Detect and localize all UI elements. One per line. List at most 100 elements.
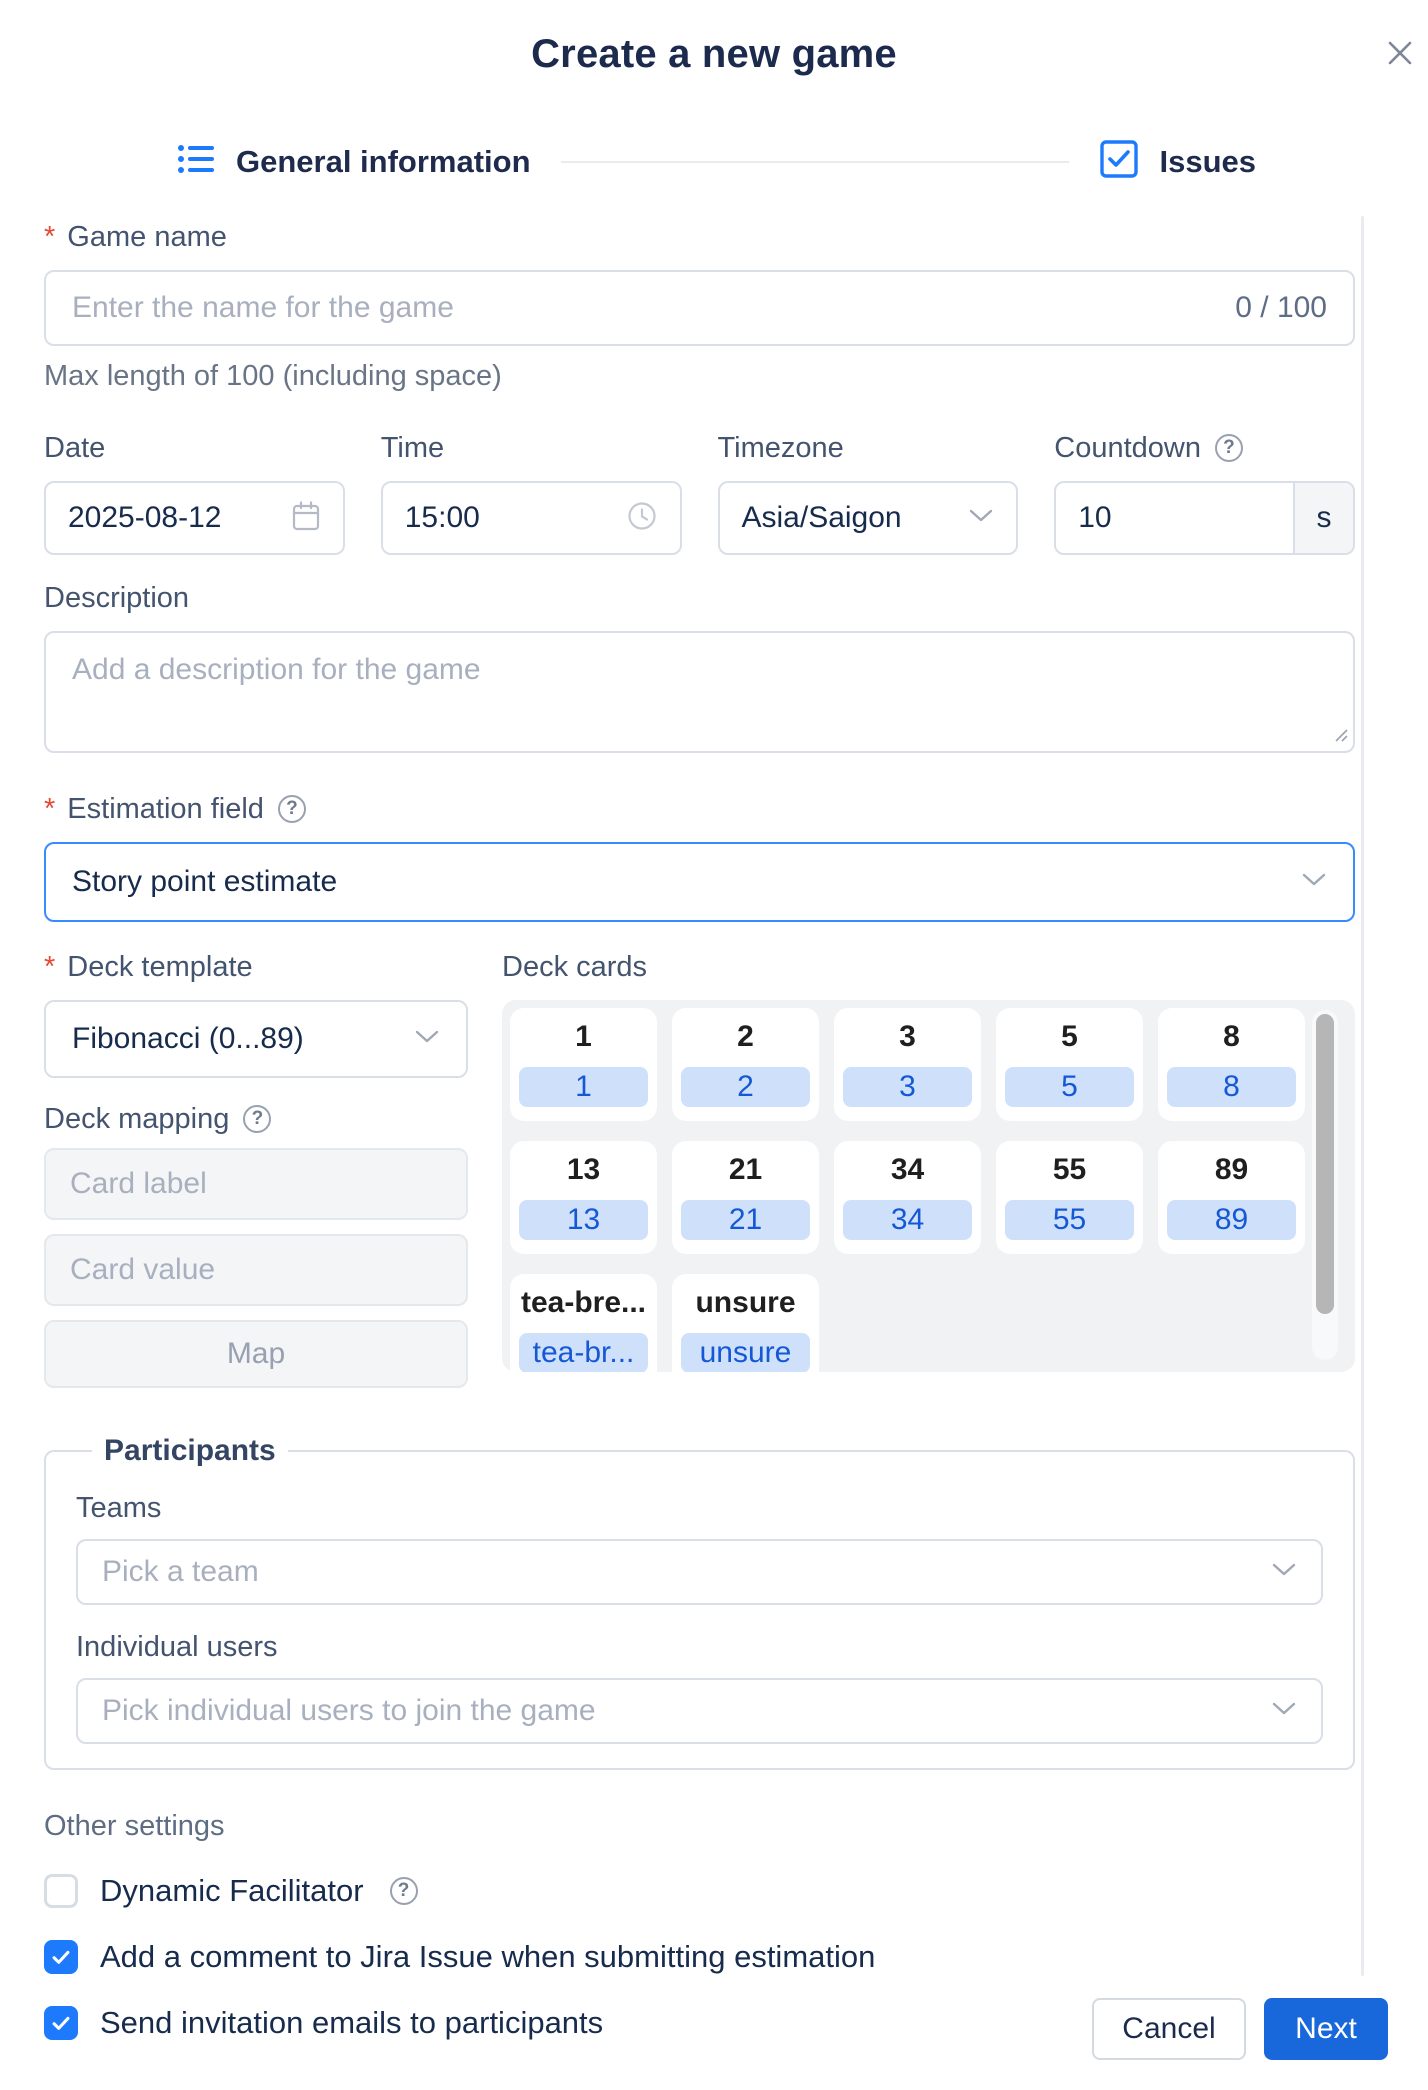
help-icon[interactable]	[243, 1105, 272, 1133]
deck-card-label: 1	[575, 1020, 592, 1053]
timezone-select[interactable]: Asia/Saigon	[717, 481, 1019, 555]
deck-card[interactable]: 1 1	[510, 1008, 657, 1121]
step-label: Issues	[1159, 143, 1256, 179]
map-button[interactable]: Map	[44, 1320, 468, 1388]
deck-card-label: 89	[1214, 1153, 1249, 1186]
checked-box-icon	[1099, 139, 1139, 184]
deck-left-column: * Deck template Fibonacci (0...89) Deck …	[44, 950, 468, 1388]
deck-card-label: tea-bre...	[520, 1286, 647, 1319]
checkbox-label: Add a comment to Jira Issue when submitt…	[100, 1939, 876, 1974]
date-input[interactable]	[68, 501, 291, 535]
description-label: Description	[44, 582, 190, 614]
time-input[interactable]	[404, 501, 626, 535]
card-value-input[interactable]	[70, 1253, 442, 1287]
deck-card-value-pill: 1	[519, 1067, 648, 1107]
description-textarea[interactable]	[44, 631, 1355, 753]
countdown-group: Countdown s	[1054, 431, 1355, 555]
date-field[interactable]	[44, 481, 345, 555]
step-label: General information	[236, 143, 531, 179]
deck-card[interactable]: unsure unsure	[672, 1274, 819, 1372]
teams-placeholder: Pick a team	[102, 1555, 259, 1588]
countdown-input[interactable]	[1056, 501, 1293, 535]
dialog-title: Create a new game	[531, 32, 897, 76]
checkbox-icon[interactable]	[44, 2006, 78, 2040]
schedule-row: Date Time	[44, 431, 1355, 555]
deck-card-label: 8	[1223, 1020, 1240, 1053]
estimation-select[interactable]: Story point estimate	[44, 842, 1355, 922]
card-label-field	[44, 1148, 468, 1220]
deck-card[interactable]: 8 8	[1158, 1008, 1305, 1121]
date-label: Date	[44, 432, 106, 464]
deck-card-label: unsure	[695, 1286, 796, 1319]
deck-card-label: 13	[566, 1153, 601, 1186]
deck-card-value-pill: 8	[1167, 1067, 1296, 1107]
help-icon[interactable]	[389, 1877, 418, 1905]
game-name-field: 0 / 100	[44, 270, 1355, 346]
step-general-information[interactable]: General information	[176, 139, 531, 184]
checkbox-icon[interactable]	[44, 1940, 78, 1974]
deck-card-label: 34	[890, 1153, 925, 1186]
resize-handle-icon[interactable]	[1333, 727, 1349, 748]
close-button[interactable]	[1380, 34, 1420, 74]
countdown-field: s	[1054, 481, 1355, 555]
deck-card-value-pill: 3	[843, 1067, 972, 1107]
card-label-input[interactable]	[70, 1167, 442, 1201]
deck-card-value-pill: 55	[1005, 1200, 1134, 1240]
individual-users-select[interactable]: Pick individual users to join the game	[76, 1678, 1323, 1744]
checkbox-icon[interactable]	[44, 1874, 78, 1908]
estimation-label-row: * Estimation field	[44, 792, 1355, 826]
game-name-input[interactable]	[72, 291, 1236, 325]
deck-template-label-row: * Deck template	[44, 950, 468, 984]
required-asterisk: *	[44, 951, 56, 983]
required-asterisk: *	[44, 221, 56, 253]
step-issues[interactable]: Issues	[1099, 139, 1256, 184]
participants-legend: Participants	[104, 1434, 276, 1467]
countdown-unit: s	[1293, 483, 1353, 553]
deck-template-label: Deck template	[67, 951, 253, 983]
time-label: Time	[380, 432, 445, 464]
deck-template-select[interactable]: Fibonacci (0...89)	[44, 1000, 468, 1078]
game-name-label-row: * Game name	[44, 220, 1355, 254]
chevron-down-icon	[1271, 1562, 1297, 1583]
individual-users-placeholder: Pick individual users to join the game	[102, 1694, 596, 1727]
deck-card[interactable]: 21 21	[672, 1141, 819, 1254]
checkbox-send-invitations[interactable]: Send invitation emails to participants	[44, 2005, 1355, 2041]
deck-card[interactable]: 5 5	[996, 1008, 1143, 1121]
dialog-scrollbar-track[interactable]	[1361, 216, 1364, 1976]
time-field[interactable]	[380, 481, 682, 555]
form-body: * Game name 0 / 100 Max length of 100 (i…	[0, 184, 1428, 2041]
other-settings-label: Other settings	[44, 1810, 225, 1842]
bullet-list-icon	[176, 139, 216, 184]
deck-card[interactable]: 3 3	[834, 1008, 981, 1121]
deck-card[interactable]: 13 13	[510, 1141, 657, 1254]
help-icon[interactable]	[277, 795, 306, 823]
deck-card[interactable]: 34 34	[834, 1141, 981, 1254]
deck-card-value-pill: 34	[843, 1200, 972, 1240]
deck-scrollbar-thumb[interactable]	[1316, 1014, 1334, 1314]
teams-select[interactable]: Pick a team	[76, 1539, 1323, 1605]
deck-grid: 1 1 2 2 3 3 5 5 8 8 13 13 21 21 34 34 55…	[510, 1008, 1305, 1372]
stepper: General information Issues	[176, 139, 1256, 184]
description-wrap	[44, 631, 1355, 758]
help-icon[interactable]	[1214, 434, 1243, 462]
deck-card[interactable]: tea-bre... tea-br...	[510, 1274, 657, 1372]
game-name-helper: Max length of 100 (including space)	[44, 360, 502, 392]
deck-section: * Deck template Fibonacci (0...89) Deck …	[44, 950, 1355, 1388]
checkbox-add-comment[interactable]: Add a comment to Jira Issue when submitt…	[44, 1939, 1355, 1975]
deck-card-label: 21	[728, 1153, 763, 1186]
deck-card[interactable]: 55 55	[996, 1141, 1143, 1254]
chevron-down-icon	[968, 508, 994, 529]
estimation-label: Estimation field	[67, 793, 264, 825]
next-button[interactable]: Next	[1264, 1998, 1388, 2060]
checkbox-label: Send invitation emails to participants	[100, 2005, 604, 2040]
deck-card-value-pill: 2	[681, 1067, 810, 1107]
deck-card[interactable]: 89 89	[1158, 1141, 1305, 1254]
checkbox-dynamic-facilitator[interactable]: Dynamic Facilitator	[44, 1873, 1355, 1909]
teams-label: Teams	[76, 1492, 162, 1524]
cancel-button[interactable]: Cancel	[1092, 1998, 1246, 2060]
close-icon	[1383, 36, 1417, 73]
chevron-down-icon	[1271, 1701, 1297, 1722]
deck-card-label: 55	[1052, 1153, 1087, 1186]
deck-card[interactable]: 2 2	[672, 1008, 819, 1121]
deck-card-value-pill: 89	[1167, 1200, 1296, 1240]
